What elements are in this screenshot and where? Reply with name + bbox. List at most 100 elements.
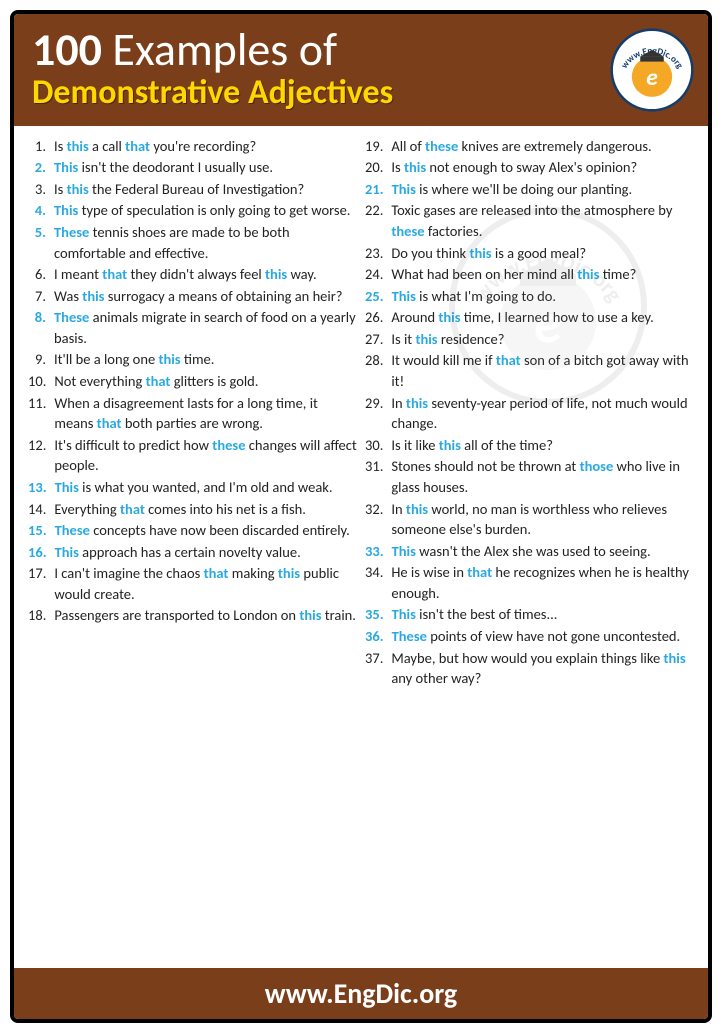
- item-text: Is this the Federal Bureau of Investigat…: [54, 179, 357, 200]
- text-fragment: the Federal Bureau of Investigation?: [92, 180, 304, 198]
- highlighted-word: This: [54, 158, 82, 176]
- text-fragment: surrogacy a means of obtaining an heir?: [108, 287, 343, 305]
- item-number: 11.: [28, 393, 54, 434]
- left-column: 1.Is this a call that you're recording?2…: [28, 136, 357, 962]
- highlighted-word: This: [392, 287, 420, 305]
- item-text: This is what I'm going to do.: [392, 286, 694, 307]
- item-text: When a disagreement lasts for a long tim…: [54, 393, 357, 434]
- highlighted-word: this: [406, 394, 431, 412]
- highlighted-word: those: [580, 457, 617, 475]
- svg-text:e: e: [646, 64, 658, 92]
- highlighted-word: that: [204, 564, 232, 582]
- text-fragment: seventy-year period of life, not much wo…: [391, 394, 687, 433]
- text-fragment: In: [391, 500, 406, 518]
- item-number: 1.: [28, 136, 54, 157]
- text-fragment: Was: [54, 287, 82, 305]
- item-number: 13.: [28, 477, 55, 498]
- item-number: 36.: [365, 626, 392, 647]
- highlighted-word: This: [392, 605, 420, 623]
- highlighted-word: this: [469, 244, 494, 262]
- highlighted-word: This: [392, 180, 420, 198]
- text-fragment: In: [391, 394, 406, 412]
- highlighted-word: this: [265, 265, 290, 283]
- item-number: 24.: [365, 264, 391, 285]
- list-item: 10.Not everything that glitters is gold.: [28, 371, 357, 392]
- highlighted-word: These: [54, 223, 93, 241]
- highlighted-word: This: [392, 542, 420, 560]
- text-fragment: knives are extremely dangerous.: [462, 137, 652, 155]
- item-text: Everything that comes into his net is a …: [54, 499, 357, 520]
- list-item: 4.This type of speculation is only going…: [28, 200, 357, 221]
- list-item: 31.Stones should not be thrown at those …: [365, 456, 694, 497]
- highlighted-word: this: [67, 180, 92, 198]
- item-number: 12.: [28, 435, 54, 476]
- text-fragment: both parties are wrong.: [125, 414, 263, 432]
- list-item: 32.In this world, no man is worthless wh…: [365, 499, 694, 540]
- title-line-2: Demonstrative Adjectives: [32, 74, 690, 111]
- item-number: 5.: [28, 222, 54, 263]
- item-text: Was this surrogacy a means of obtaining …: [54, 286, 357, 307]
- item-number: 10.: [28, 371, 54, 392]
- text-fragment: Stones should not be thrown at: [391, 457, 579, 475]
- item-number: 2.: [28, 157, 54, 178]
- item-number: 15.: [28, 520, 55, 541]
- item-number: 31.: [365, 456, 391, 497]
- item-number: 20.: [365, 157, 391, 178]
- item-number: 4.: [28, 200, 54, 221]
- item-number: 6.: [28, 264, 54, 285]
- list-item: 18.Passengers are transported to London …: [28, 605, 357, 626]
- highlighted-word: this: [415, 330, 440, 348]
- item-number: 22.: [365, 200, 391, 241]
- item-number: 30.: [365, 435, 391, 456]
- highlighted-word: that: [120, 500, 148, 518]
- item-text: I can't imagine the chaos that making th…: [54, 563, 357, 604]
- item-number: 7.: [28, 286, 54, 307]
- text-fragment: It would kill me if: [391, 351, 495, 369]
- item-text: Around this time, I learned how to use a…: [391, 307, 694, 328]
- list-item: 19.All of these knives are extremely dan…: [365, 136, 694, 157]
- list-item: 17.I can't imagine the chaos that making…: [28, 563, 357, 604]
- list-item: 23.Do you think this is a good meal?: [365, 243, 694, 264]
- list-item: 2.This isn't the deodorant I usually use…: [28, 157, 357, 178]
- text-fragment: points of view have not gone uncontested…: [430, 627, 680, 645]
- item-text: These animals migrate in search of food …: [54, 307, 357, 348]
- text-fragment: Maybe, but how would you explain things …: [391, 649, 663, 667]
- text-fragment: Is: [54, 180, 67, 198]
- text-fragment: is what I'm going to do.: [419, 287, 556, 305]
- text-fragment: factories.: [428, 222, 483, 240]
- item-number: 3.: [28, 179, 54, 200]
- title-bold: 100: [32, 22, 102, 78]
- list-item: 26.Around this time, I learned how to us…: [365, 307, 694, 328]
- list-item: 16.This approach has a certain novelty v…: [28, 542, 357, 563]
- text-fragment: isn't the deodorant I usually use.: [82, 158, 273, 176]
- highlighted-word: that: [496, 351, 524, 369]
- text-fragment: Is it: [391, 330, 415, 348]
- list-item: 37.Maybe, but how would you explain thin…: [365, 648, 694, 689]
- list-item: 34.He is wise in that he recognizes when…: [365, 562, 694, 603]
- text-fragment: any other way?: [391, 669, 481, 687]
- text-fragment: making: [232, 564, 278, 582]
- item-number: 19.: [365, 136, 391, 157]
- item-text: This wasn't the Alex she was used to see…: [392, 541, 694, 562]
- item-number: 14.: [28, 499, 54, 520]
- logo-icon: www.EngDic.org e: [610, 28, 694, 112]
- list-item: 36.These points of view have not gone un…: [365, 626, 694, 647]
- item-text: Toxic gases are released into the atmosp…: [391, 200, 694, 241]
- text-fragment: Not everything: [54, 372, 145, 390]
- item-text: Do you think this is a good meal?: [391, 243, 694, 264]
- text-fragment: isn't the best of times...: [419, 605, 557, 623]
- text-fragment: Everything: [54, 500, 120, 518]
- right-column: 19.All of these knives are extremely dan…: [365, 136, 694, 962]
- text-fragment: All of: [391, 137, 425, 155]
- item-text: It's difficult to predict how these chan…: [54, 435, 357, 476]
- highlighted-word: These: [392, 627, 431, 645]
- list-item: 29.In this seventy-year period of life, …: [365, 393, 694, 434]
- text-fragment: train.: [325, 606, 356, 624]
- text-fragment: animals migrate in search of food on a y…: [54, 308, 356, 347]
- list-item: 20.Is this not enough to sway Alex's opi…: [365, 157, 694, 178]
- text-fragment: approach has a certain novelty value.: [82, 543, 301, 561]
- highlighted-word: These: [55, 521, 94, 539]
- text-fragment: Passengers are transported to London on: [54, 606, 299, 624]
- text-fragment: world, no man is worthless who relieves …: [391, 500, 667, 539]
- item-text: This is where we'll be doing our plantin…: [392, 179, 694, 200]
